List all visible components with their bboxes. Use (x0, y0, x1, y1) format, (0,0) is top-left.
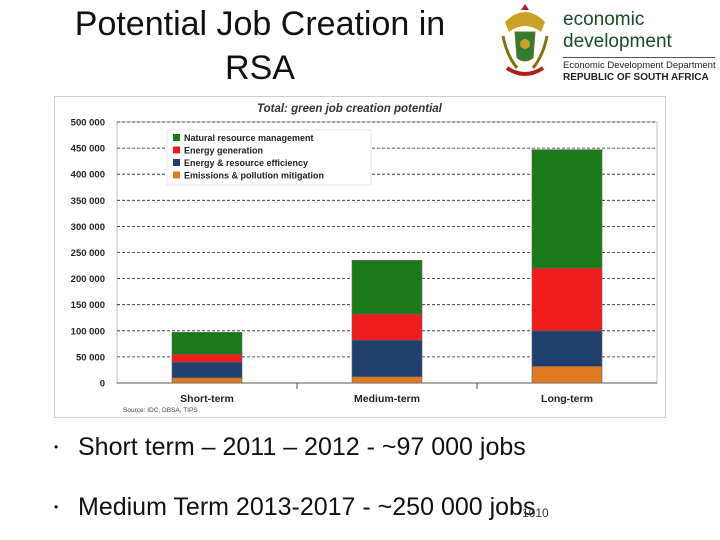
bullet-text: Medium Term 2013-2017 - ~250 000 jobs (78, 493, 536, 521)
y-tick-label: 450 000 (71, 144, 105, 155)
bar-segment (531, 149, 603, 269)
x-tick-label: Short-term (180, 393, 234, 405)
coat-of-arms-icon (501, 4, 549, 76)
legend-swatch (173, 171, 180, 179)
bullet-dot-icon: • (54, 500, 59, 514)
legend-label: Natural resource management (184, 133, 314, 143)
slide-title-line1: Potential Job Creation in (74, 5, 446, 43)
bar-segment (171, 332, 243, 355)
bar-segment (171, 361, 243, 379)
y-tick-label: 400 000 (71, 170, 105, 181)
chart-title: Total: green job creation potential (257, 103, 443, 115)
slide-title: Potential Job Creation in RSA (20, 2, 500, 90)
legend-label: Energy generation (184, 146, 263, 156)
department-logo: economic development Economic Developmen… (495, 0, 720, 90)
y-tick-label: 300 000 (71, 222, 105, 233)
bar-segment (351, 339, 423, 378)
y-tick-label: 500 000 (71, 118, 105, 129)
bar-segment (531, 267, 603, 332)
x-tick-label: Medium-term (354, 393, 420, 405)
legend-box (166, 129, 372, 186)
x-tick-label: Long-term (541, 393, 593, 405)
bar-segment (351, 376, 423, 384)
legend-swatch (173, 159, 180, 166)
bullet-dot-icon: • (54, 440, 59, 454)
y-tick-label: 350 000 (71, 196, 105, 207)
bar-segment (351, 313, 423, 341)
logo-department-name: Economic Development Department (563, 60, 716, 71)
slide-title-line2: RSA (225, 49, 295, 87)
y-tick-label: 100 000 (71, 326, 105, 337)
chart-container: 0 50 000 100 000 150 000 200 000 250 000 300 0… (54, 96, 666, 418)
y-tick-label: 0 (100, 379, 105, 390)
y-tick-label: 50 000 (76, 352, 105, 363)
stacked-bar-chart: 0 50 000 100 000 150 000 200 000 250 000 300 0… (71, 103, 658, 414)
bar-segment (171, 377, 243, 384)
bar-segment (531, 330, 603, 367)
page-number: 1010 (522, 506, 549, 520)
logo-text-development: development (563, 31, 672, 52)
logo-text-economic: economic (563, 9, 645, 30)
bar-segment (531, 365, 603, 384)
chart-source-note: Source: IDC, DBSA, TIPS (123, 407, 198, 414)
legend-swatch (173, 134, 180, 141)
logo-country-name: REPUBLIC OF SOUTH AFRICA (563, 72, 709, 83)
legend-label: Emissions & pollution mitigation (184, 171, 324, 181)
bar-segment (171, 353, 243, 363)
y-tick-label: 200 000 (71, 274, 105, 285)
bar-segment (351, 260, 423, 315)
bullet-text: Short term – 2011 – 2012 - ~97 000 jobs (78, 433, 526, 461)
legend-swatch (173, 146, 180, 154)
legend-label: Energy & resource efficiency (184, 158, 308, 168)
logo-divider (563, 57, 715, 58)
y-tick-label: 150 000 (71, 300, 105, 311)
y-tick-label: 250 000 (71, 248, 105, 259)
